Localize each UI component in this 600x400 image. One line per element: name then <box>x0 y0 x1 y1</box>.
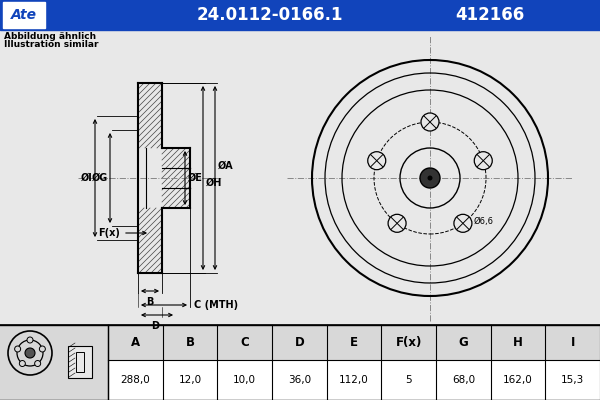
Text: F(x): F(x) <box>395 336 422 349</box>
Text: 68,0: 68,0 <box>452 375 475 385</box>
Circle shape <box>420 168 440 188</box>
Text: 24.0112-0166.1: 24.0112-0166.1 <box>197 6 343 24</box>
Bar <box>0 0 600 30</box>
Text: Ate: Ate <box>11 8 37 22</box>
Text: 12,0: 12,0 <box>178 375 202 385</box>
Text: 162,0: 162,0 <box>503 375 533 385</box>
Text: C: C <box>240 336 249 349</box>
Circle shape <box>27 337 33 343</box>
Text: C (MTH): C (MTH) <box>194 300 238 310</box>
Bar <box>108 325 600 360</box>
Circle shape <box>454 214 472 232</box>
Text: 412166: 412166 <box>455 6 524 24</box>
Circle shape <box>19 360 25 366</box>
Text: G: G <box>458 336 468 349</box>
Circle shape <box>474 152 492 170</box>
Text: ØI: ØI <box>81 173 93 183</box>
Circle shape <box>40 346 46 352</box>
Circle shape <box>14 346 20 352</box>
Text: H: H <box>513 336 523 349</box>
Text: 112,0: 112,0 <box>339 375 369 385</box>
Text: D: D <box>151 321 159 331</box>
Text: Abbildung ähnlich: Abbildung ähnlich <box>4 32 96 41</box>
Text: F(x): F(x) <box>98 228 120 238</box>
Circle shape <box>368 152 386 170</box>
Text: Illustration similar: Illustration similar <box>4 40 98 49</box>
Circle shape <box>427 176 433 180</box>
Text: 10,0: 10,0 <box>233 375 256 385</box>
Bar <box>139 149 161 207</box>
Bar <box>0 325 108 400</box>
Text: 15,3: 15,3 <box>561 375 584 385</box>
Text: A: A <box>131 336 140 349</box>
Text: I: I <box>571 336 575 349</box>
Circle shape <box>35 360 41 366</box>
Text: B: B <box>185 336 194 349</box>
Text: ØE: ØE <box>188 173 203 183</box>
Text: B: B <box>146 297 154 307</box>
Text: 5: 5 <box>406 375 412 385</box>
Text: D: D <box>295 336 304 349</box>
Text: ØH: ØH <box>206 178 223 188</box>
Text: 36,0: 36,0 <box>288 375 311 385</box>
Bar <box>76 352 84 372</box>
Bar <box>0 325 600 400</box>
Bar <box>68 346 92 378</box>
Text: Ø6,6: Ø6,6 <box>474 217 494 226</box>
Circle shape <box>421 113 439 131</box>
Text: ØA: ØA <box>218 161 233 171</box>
Bar <box>3 2 45 28</box>
Text: E: E <box>350 336 358 349</box>
Bar <box>0 30 600 325</box>
Text: ØG: ØG <box>92 173 108 183</box>
Circle shape <box>25 348 35 358</box>
Circle shape <box>388 214 406 232</box>
Text: 288,0: 288,0 <box>121 375 150 385</box>
